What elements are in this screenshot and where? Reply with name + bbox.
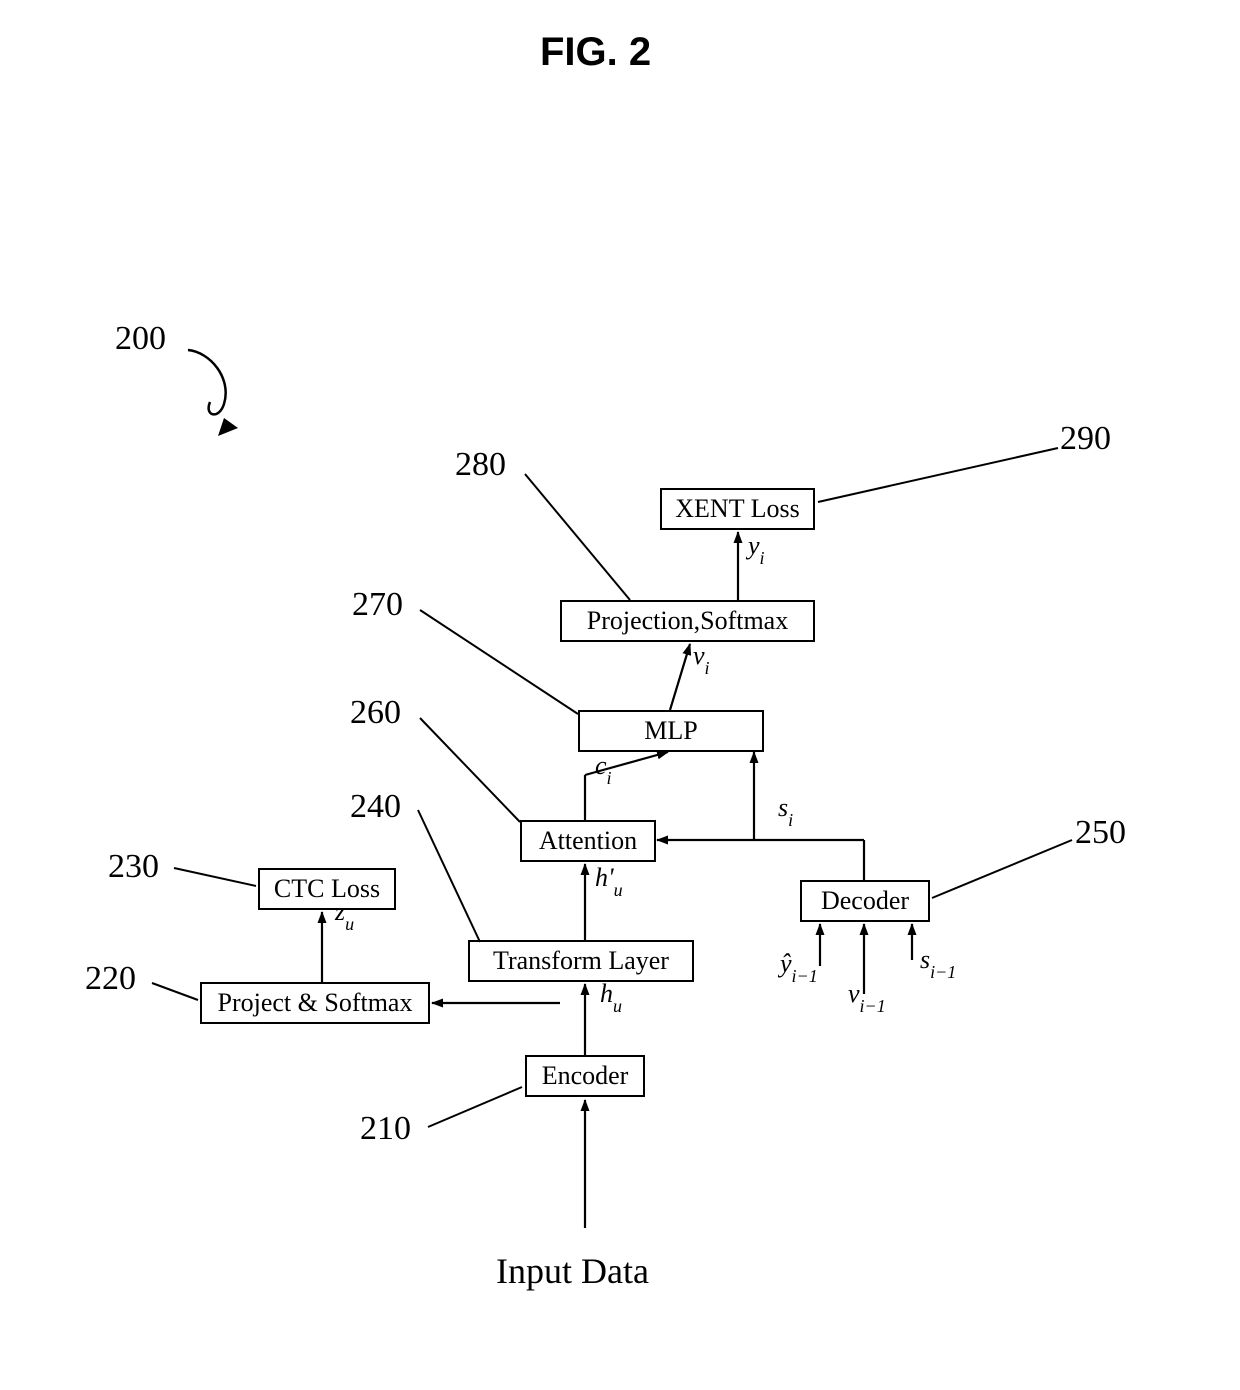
refnum-230: 230: [108, 848, 159, 886]
refnum-200: 200: [115, 320, 166, 358]
node-xent: XENT Loss: [660, 488, 815, 530]
svg-text:si: si: [778, 793, 793, 830]
svg-text:vi−1: vi−1: [848, 979, 886, 1016]
svg-text:yi: yi: [745, 531, 765, 568]
svg-text:hu: hu: [600, 979, 622, 1016]
input-data-label: Input Data: [496, 1250, 649, 1292]
node-mlp: MLP: [578, 710, 764, 752]
svg-text:ŷi−1: ŷi−1: [777, 949, 818, 986]
node-encoder: Encoder: [525, 1055, 645, 1097]
refnum-240: 240: [350, 788, 401, 826]
refnum-280: 280: [455, 446, 506, 484]
svg-text:h'u: h'u: [595, 863, 623, 900]
figure-title: FIG. 2: [540, 30, 651, 75]
diagram-svg-overlay: huh'uzucisiviyiŷi−1vi−1si−1: [0, 0, 1240, 1390]
node-decoder: Decoder: [800, 880, 930, 922]
refnum-220: 220: [85, 960, 136, 998]
svg-text:si−1: si−1: [920, 945, 956, 982]
node-ctc: CTC Loss: [258, 868, 396, 910]
node-transform: Transform Layer: [468, 940, 694, 982]
refnum-250: 250: [1075, 814, 1126, 852]
refnum-290: 290: [1060, 420, 1111, 458]
refnum-210: 210: [360, 1110, 411, 1148]
refnum-270: 270: [352, 586, 403, 624]
diagram-stage: FIG. 2 Encoder Transform Layer Project &…: [0, 0, 1240, 1390]
node-attention: Attention: [520, 820, 656, 862]
node-projsoft: Project & Softmax: [200, 982, 430, 1024]
node-proj2: Projection,Softmax: [560, 600, 815, 642]
svg-text:ci: ci: [595, 751, 612, 788]
refnum-260: 260: [350, 694, 401, 732]
svg-text:vi: vi: [693, 641, 710, 678]
